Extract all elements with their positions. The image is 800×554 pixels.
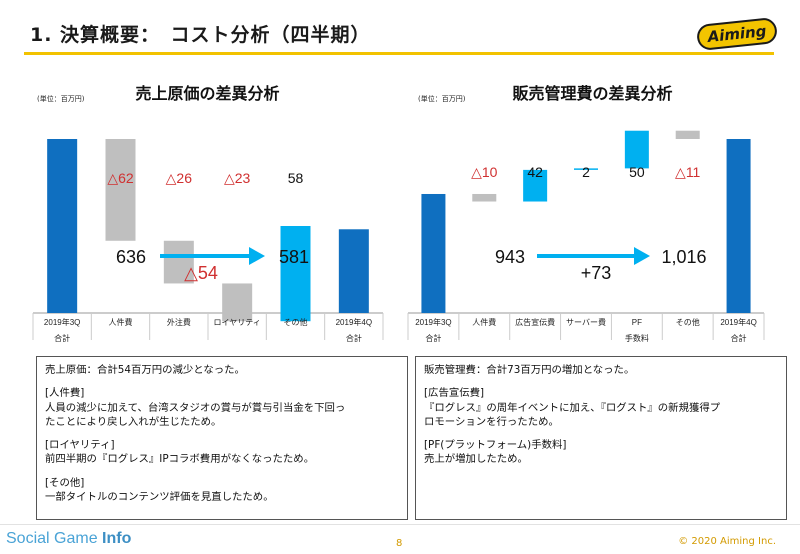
decrease-bar [105,139,136,241]
category-label-line: 人件費 [109,317,133,327]
sga-waterfall-chart: △10 42 2 50 △11 2019年3Q 合計 人件費 広告宣伝費 サーバー費 PF 手数料 その… [400,72,785,354]
title-divider [24,52,774,55]
cost-of-sales-chart-svg: △62 △26 △23 58 2019年3Q 合計 人件費 外注費 ロイヤリティ その他 2019年… [32,139,384,343]
end-total-bar [726,139,751,313]
note-line: 販売管理費：合計73百万円の増加となった。 [424,364,635,376]
cost-of-sales-waterfall-chart: △62 △26 △23 58 2019年3Q 合計 人件費 外注費 ロイヤリティ その他 2019年… [15,72,400,354]
end-total-label: 581 [279,247,309,267]
category-label: 広告宣伝費 [515,317,555,327]
decrease-bar [472,193,497,202]
note-line: 売上が増加したため。 [424,453,528,466]
category-label-line: 手数料 [625,333,649,343]
category-label-line: 合計 [731,333,747,343]
change-value-label: △62 [107,170,134,186]
category-label-line: 外注費 [167,317,191,327]
increase-bar [523,169,548,202]
note-line: たことにより戻し入れが生じたため。 [45,415,222,428]
note-spacer [45,429,399,438]
note-spacer [424,429,778,438]
change-value-label: 50 [629,164,645,180]
brand-text: Social Game [6,530,103,547]
note-line: 『ログレス』の周年イベントに加え、『ログスト』の新規獲得プ [424,401,721,414]
category-label-line: ロイヤリティ [214,318,261,327]
decrease-bar [222,283,253,322]
note-line: [その他] [45,476,85,489]
note-spacer [45,467,399,476]
category-label: サーバー費 [566,317,606,327]
decrease-bar [675,130,700,139]
category-label: 人件費 [472,317,496,327]
change-value-label: 42 [527,164,543,180]
category-label: 2019年3Q 合計 [415,317,451,343]
note-line: 人員の減少に加えて、台湾スタジオの賞与が賞与引当金を下回っ [45,401,346,414]
start-total-bar [421,193,446,313]
note-line: [人件費] [45,387,85,400]
note-line: [ロイヤリティ] [45,439,115,452]
brand-logo: Social Game Info [6,530,131,548]
category-label-line: 人件費 [472,317,496,327]
note-spacer [45,377,399,386]
category-label: その他 [676,317,700,327]
category-label-line: 合計 [54,333,70,343]
chart-title: 販売管理費の差異分析 [512,84,673,103]
change-value-label: 2 [582,164,590,180]
cost-of-sales-commentary: 売上原価：合計54百万円の減少となった。 [人件費] 人員の減少に加えて、台湾スタジ… [36,356,408,520]
sga-commentary: 販売管理費：合計73百万円の増加となった。 [広告宣伝費] 『ログレス』の周年イベン… [415,356,787,520]
unit-label: (単位：百万円) [37,95,85,103]
category-label-line: 2019年4Q [720,317,756,327]
arrow-head [634,247,650,265]
increase-bar [624,130,649,169]
aiming-logo: Aiming [695,16,779,52]
footer-divider [0,524,800,525]
difference-label: +73 [581,263,612,283]
arrow-head [249,247,265,265]
category-label: その他 [284,317,308,327]
category-label-line: 合計 [425,333,441,343]
page-title: 1. 決算概要： コスト分析（四半期） [30,24,371,46]
difference-label: △54 [184,263,218,283]
note-line: 一部タイトルのコンテンツ評価を見直したため。 [45,491,274,504]
note-line: 売上原価：合計54百万円の減少となった。 [45,364,245,376]
copyright: © 2020 Aiming Inc. [678,536,776,547]
start-total-bar [47,139,78,313]
category-label-line: 2019年3Q [44,317,80,327]
change-value-label: △11 [675,164,701,180]
category-label-line: その他 [676,317,700,327]
unit-label: (単位：百万円) [418,95,466,103]
page-number: 8 [396,538,403,549]
category-label: 2019年4Q 合計 [336,317,372,343]
category-label-line: PF [632,318,642,327]
increase-bar [280,226,311,322]
end-total-label: 1,016 [661,247,706,267]
brand-text-bold: Info [102,530,132,547]
chart-title: 売上原価の差異分析 [135,84,280,103]
sga-chart-svg: △10 42 2 50 △11 2019年3Q 合計 人件費 広告宣伝費 サーバー費 PF 手数料 その… [407,130,765,343]
change-value-label: 58 [288,170,304,186]
note-line: 前四半期の『ログレス』IPコラボ費用がなくなったため。 [45,453,315,466]
category-label-line: サーバー費 [566,317,606,327]
change-value-label: △10 [471,164,498,180]
change-value-label: △26 [166,170,193,186]
category-label-line: その他 [284,317,308,327]
end-total-bar [338,229,369,313]
category-label: 人件費 [109,317,133,327]
note-spacer [424,377,778,386]
category-label: PF 手数料 [625,318,649,343]
category-label-line: 2019年4Q [336,317,372,327]
note-line: [PF(プラットフォーム)手数料] [424,439,567,452]
change-value-label: △23 [224,170,251,186]
start-total-label: 636 [116,247,146,267]
note-line: [広告宣伝費] [424,387,485,400]
category-label: 外注費 [167,317,191,327]
category-label-line: 合計 [346,333,362,343]
category-label-line: 2019年3Q [415,317,451,327]
decrease-bar [163,240,194,284]
category-label: 2019年4Q 合計 [720,317,756,343]
category-label: ロイヤリティ [214,318,261,327]
category-label: 2019年3Q 合計 [44,317,80,343]
category-label-line: 広告宣伝費 [515,317,555,327]
note-line: ロモーションを行ったため。 [424,415,559,428]
increase-bar [574,168,598,170]
start-total-label: 943 [495,247,525,267]
